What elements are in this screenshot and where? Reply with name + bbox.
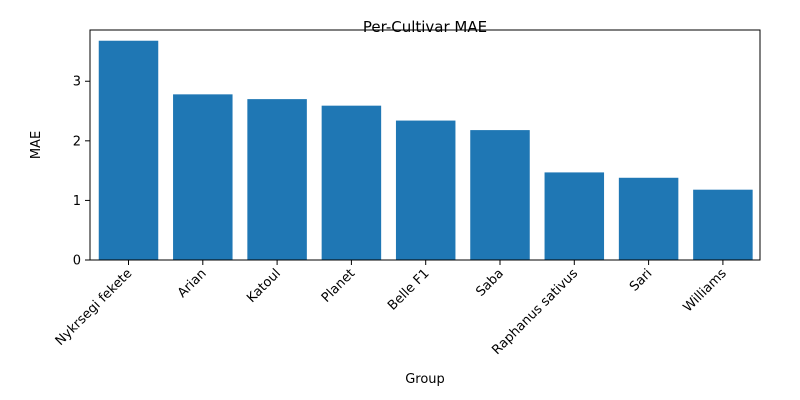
x-axis-label: Group: [405, 372, 445, 387]
bar: [693, 189, 753, 260]
x-tick-label: Planet: [319, 266, 358, 305]
x-tick-label: Nykrsegi fekete: [53, 266, 136, 349]
x-tick-label: Katoul: [244, 266, 284, 306]
x-tick-label: Belle F1: [385, 266, 432, 313]
x-tick-label: Williams: [681, 266, 730, 315]
y-axis-ticks: 0 1 2 3: [73, 75, 90, 269]
plot-frame: [89, 29, 761, 261]
x-tick-label: Saba: [473, 266, 507, 300]
bar: [470, 130, 530, 260]
x-tick-label: Sari: [627, 266, 655, 294]
x-axis-ticks: Nykrsegi fekete Arian Katoul Planet Belle F1…: [53, 260, 730, 358]
bar: [98, 40, 159, 261]
x-tick-label: Arian: [175, 266, 210, 301]
bar: [173, 94, 233, 260]
bar: [321, 105, 382, 260]
y-axis-label: MAE: [29, 131, 44, 159]
y-tick-label: 1: [73, 194, 81, 209]
y-tick-label: 3: [73, 75, 81, 90]
chart-title: Per-Cultivar MAE: [363, 18, 487, 36]
bar: [544, 172, 605, 260]
bar: [395, 120, 456, 260]
y-tick-label: 2: [73, 134, 81, 149]
bar: [247, 99, 307, 261]
bar: [618, 177, 679, 260]
bars-group: [98, 40, 753, 261]
y-tick-label: 0: [73, 254, 81, 269]
